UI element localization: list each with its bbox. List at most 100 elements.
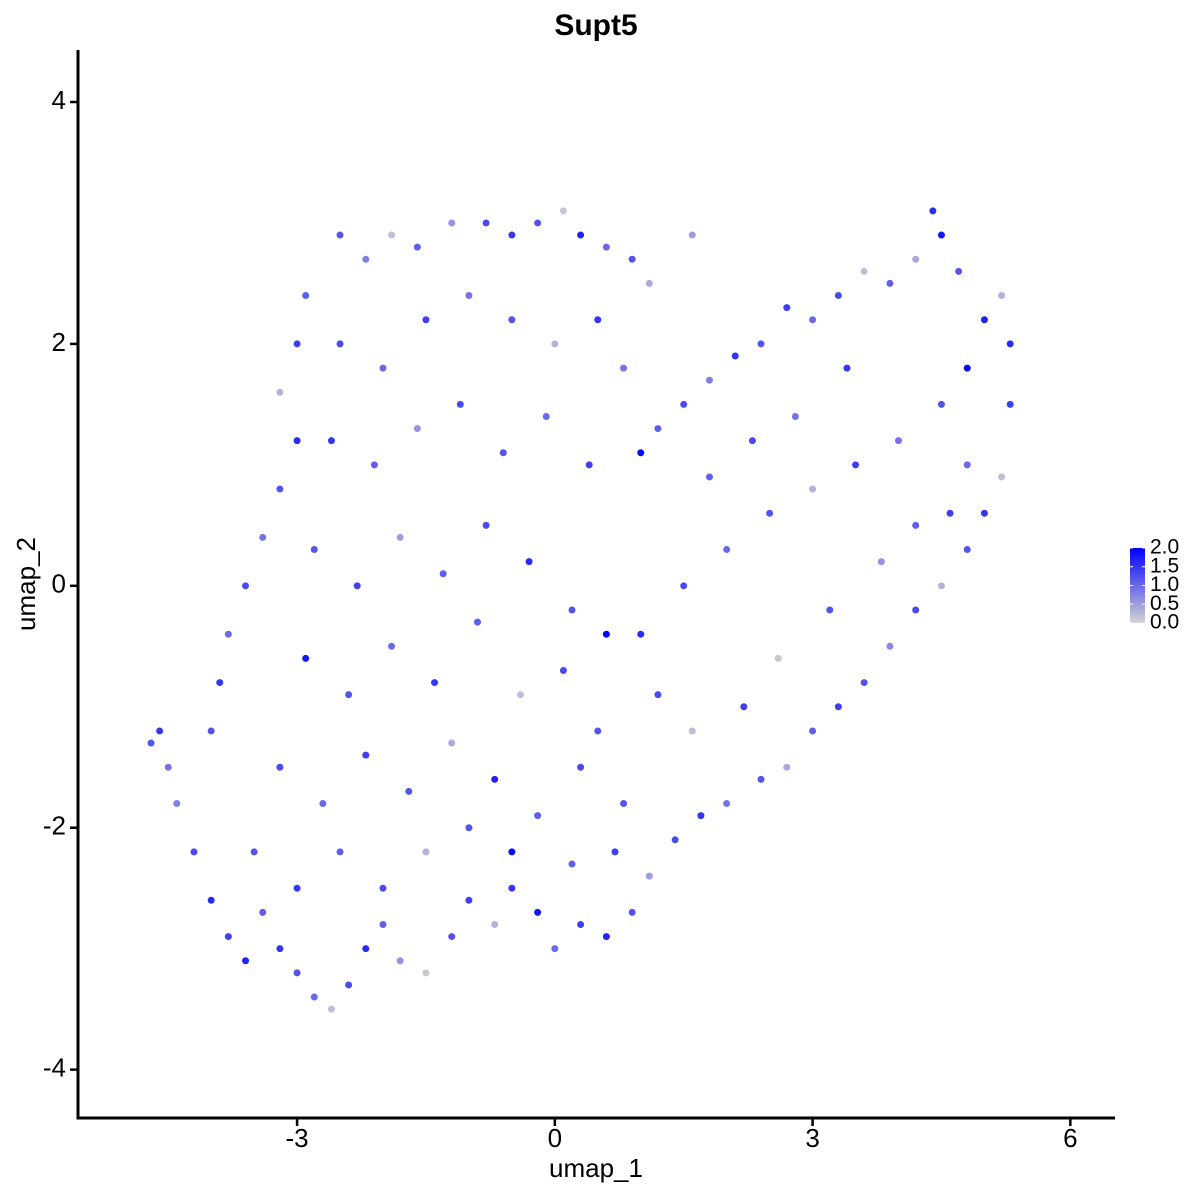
point xyxy=(912,521,920,529)
point xyxy=(620,364,628,372)
point xyxy=(534,908,542,916)
point xyxy=(293,437,301,445)
point xyxy=(508,848,516,856)
point xyxy=(705,473,713,481)
colorbar-tick-label: 1.5 xyxy=(1150,554,1179,577)
point xyxy=(843,364,851,372)
point xyxy=(293,340,301,348)
points xyxy=(147,207,1014,1013)
x-tick-label: -3 xyxy=(286,1123,309,1153)
point xyxy=(766,509,774,517)
point xyxy=(508,231,516,239)
point xyxy=(697,812,705,820)
x-axis-label: umap_1 xyxy=(549,1153,643,1183)
point xyxy=(963,364,971,372)
point xyxy=(379,884,387,892)
point xyxy=(336,340,344,348)
point xyxy=(551,340,559,348)
point xyxy=(242,957,250,965)
point xyxy=(422,848,430,856)
point xyxy=(542,412,550,420)
point xyxy=(422,969,430,977)
point xyxy=(594,316,602,324)
point xyxy=(602,933,610,941)
y-tick-label: -4 xyxy=(43,1052,66,1082)
point xyxy=(362,751,370,759)
point xyxy=(559,207,567,215)
point xyxy=(379,920,387,928)
y-tick-label: 2 xyxy=(52,327,66,357)
point xyxy=(353,582,361,590)
point xyxy=(465,292,473,300)
point xyxy=(602,243,610,251)
point xyxy=(654,691,662,699)
point xyxy=(723,800,731,808)
point xyxy=(164,763,172,771)
point xyxy=(216,679,224,687)
point xyxy=(147,739,155,747)
point xyxy=(388,231,396,239)
point xyxy=(302,654,310,662)
point xyxy=(886,279,894,287)
point xyxy=(937,231,945,239)
point xyxy=(998,473,1006,481)
point xyxy=(276,763,284,771)
point xyxy=(594,727,602,735)
point xyxy=(645,872,653,880)
point xyxy=(431,679,439,687)
point xyxy=(740,703,748,711)
point xyxy=(190,848,198,856)
point xyxy=(534,812,542,820)
point xyxy=(474,618,482,626)
point xyxy=(654,425,662,433)
x-tick-label: 6 xyxy=(1063,1123,1077,1153)
point xyxy=(224,933,232,941)
point xyxy=(491,920,499,928)
point xyxy=(508,316,516,324)
point xyxy=(302,292,310,300)
point xyxy=(259,908,267,916)
point xyxy=(757,340,765,348)
colorbar-tick-label: 0.0 xyxy=(1150,611,1179,634)
y-axis-label: umap_2 xyxy=(11,537,41,631)
point xyxy=(379,364,387,372)
point xyxy=(327,437,335,445)
point xyxy=(886,642,894,650)
point xyxy=(955,267,963,275)
point xyxy=(585,461,593,469)
point xyxy=(405,787,413,795)
point xyxy=(396,533,404,541)
point xyxy=(688,727,696,735)
colorbar-tick-label: 2.0 xyxy=(1150,536,1179,559)
point xyxy=(439,570,447,578)
point xyxy=(637,630,645,638)
point xyxy=(577,920,585,928)
point xyxy=(937,400,945,408)
point xyxy=(482,219,490,227)
point xyxy=(834,292,842,300)
point xyxy=(602,630,610,638)
point xyxy=(757,775,765,783)
point xyxy=(628,908,636,916)
point xyxy=(628,255,636,263)
point xyxy=(688,231,696,239)
point xyxy=(637,449,645,457)
point xyxy=(620,800,628,808)
colorbar-tick-label: 0.5 xyxy=(1150,592,1179,615)
point xyxy=(748,437,756,445)
chart-title: Supt5 xyxy=(554,9,637,42)
point xyxy=(963,461,971,469)
point xyxy=(568,606,576,614)
point xyxy=(310,993,318,1001)
point xyxy=(860,679,868,687)
point xyxy=(482,521,490,529)
point xyxy=(250,848,258,856)
point xyxy=(731,352,739,360)
point xyxy=(276,485,284,493)
point xyxy=(912,255,920,263)
point xyxy=(680,582,688,590)
point xyxy=(370,461,378,469)
point xyxy=(680,400,688,408)
point xyxy=(448,933,456,941)
